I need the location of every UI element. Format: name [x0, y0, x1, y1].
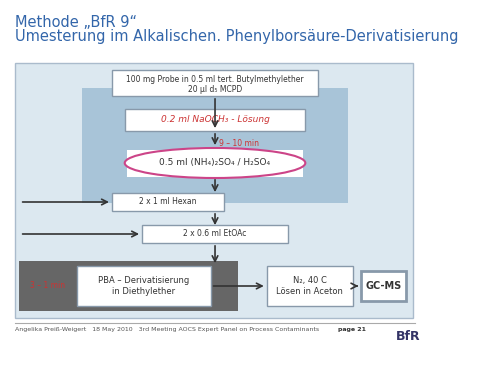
- Text: 0.5 ml (NH₄)₂SO₄ / H₂SO₄: 0.5 ml (NH₄)₂SO₄ / H₂SO₄: [160, 159, 270, 167]
- Text: 3 – 1 min: 3 – 1 min: [30, 282, 65, 291]
- FancyBboxPatch shape: [112, 193, 224, 211]
- FancyBboxPatch shape: [82, 88, 348, 203]
- FancyBboxPatch shape: [16, 63, 413, 318]
- Text: 0.2 ml NaOCH₃ - Lösung: 0.2 ml NaOCH₃ - Lösung: [160, 116, 270, 125]
- Text: 2 x 0.6 ml EtOAc: 2 x 0.6 ml EtOAc: [184, 229, 246, 238]
- FancyBboxPatch shape: [19, 261, 238, 311]
- Text: N₂, 40 C
Lösen in Aceton: N₂, 40 C Lösen in Aceton: [276, 276, 343, 296]
- Text: 100 mg Probe in 0.5 ml tert. Butylmethylether: 100 mg Probe in 0.5 ml tert. Butylmethyl…: [126, 75, 304, 85]
- FancyBboxPatch shape: [78, 266, 210, 306]
- Text: PBA – Derivatisierung
in Diethylether: PBA – Derivatisierung in Diethylether: [98, 276, 190, 296]
- Text: BfR: BfR: [396, 329, 421, 342]
- FancyBboxPatch shape: [124, 109, 306, 131]
- Text: Angelika Preiß-Weigert   18 May 2010   3rd Meeting AOCS Expert Panel on Process : Angelika Preiß-Weigert 18 May 2010 3rd M…: [16, 327, 320, 332]
- FancyBboxPatch shape: [266, 266, 352, 306]
- Text: 9 – 10 min: 9 – 10 min: [219, 139, 259, 148]
- Text: 20 µl d₅ MCPD: 20 µl d₅ MCPD: [188, 85, 242, 94]
- Text: Umesterung im Alkalischen. Phenylborsäure-Derivatisierung: Umesterung im Alkalischen. Phenylborsäur…: [16, 29, 459, 44]
- FancyBboxPatch shape: [361, 271, 406, 301]
- FancyBboxPatch shape: [112, 70, 318, 96]
- Ellipse shape: [124, 148, 306, 178]
- FancyBboxPatch shape: [128, 150, 303, 177]
- Text: GC-MS: GC-MS: [366, 281, 402, 291]
- Text: page 21: page 21: [338, 327, 366, 332]
- Text: Methode „BfR 9“: Methode „BfR 9“: [16, 15, 138, 30]
- Text: 2 x 1 ml Hexan: 2 x 1 ml Hexan: [139, 197, 196, 207]
- FancyBboxPatch shape: [142, 225, 288, 243]
